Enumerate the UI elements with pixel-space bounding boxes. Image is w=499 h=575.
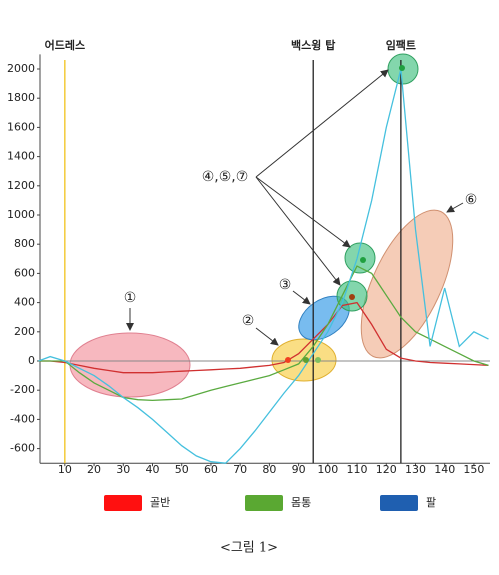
series-line (38, 265, 489, 402)
arrow (255, 176, 351, 248)
marker-label: 백스윙 탑 (291, 38, 335, 52)
callout: ⑥ (465, 192, 478, 208)
legend-label: 골반 (150, 496, 170, 509)
y-tick-label: 200 (14, 325, 35, 338)
x-tick-label: 140 (434, 463, 455, 476)
legend-swatch (104, 495, 142, 511)
y-tick-label: 1400 (7, 150, 35, 163)
x-tick-label: 120 (376, 463, 397, 476)
y-tick-label: 1000 (7, 208, 35, 221)
legend-swatch (245, 495, 283, 511)
arrow (255, 69, 389, 178)
dot (399, 65, 405, 71)
x-tick-label: 130 (405, 463, 426, 476)
x-tick-label: 150 (463, 463, 484, 476)
legend: 골반 몸통 팔 (104, 495, 436, 511)
x-tick-label: 110 (347, 463, 368, 476)
x-tick-label: 90 (292, 463, 306, 476)
callout: ① (124, 290, 137, 306)
y-tick-label: -600 (10, 442, 35, 455)
x-tick-label: 100 (317, 463, 338, 476)
arrow (292, 290, 311, 305)
y-tick-label: 600 (14, 266, 35, 279)
dot (360, 257, 366, 263)
y-tick-label: -400 (10, 412, 35, 425)
peak-dots (285, 65, 405, 363)
y-tick-label: 800 (14, 237, 35, 250)
plot: 2000180016001400120010008006004002000-20… (7, 38, 490, 476)
x-tick-label: 80 (262, 463, 276, 476)
y-tick-label: 400 (14, 296, 35, 309)
dot (315, 357, 321, 363)
dot (349, 294, 355, 300)
legend-label: 팔 (426, 496, 436, 509)
x-tick-label: 60 (204, 463, 218, 476)
x-tick-label: 30 (116, 463, 130, 476)
arrow (255, 176, 341, 286)
callout: ② (242, 313, 255, 329)
x-tick-label: 70 (233, 463, 247, 476)
marker-label: 어드레스 (45, 38, 85, 52)
highlight (69, 332, 191, 398)
callouts: ① ② ③ ④,⑤,⑦ ⑥ (124, 69, 478, 346)
y-tick-label: -200 (10, 383, 35, 396)
x-tick-label: 10 (58, 463, 72, 476)
y-tick-label: 1600 (7, 120, 35, 133)
highlight (360, 209, 454, 359)
highlight (344, 242, 376, 274)
marker-label: 임팩트 (386, 38, 416, 52)
series-line (38, 301, 489, 374)
arrow (255, 327, 279, 346)
arrow (446, 202, 464, 213)
caption: <그림 1> (220, 541, 278, 556)
x-tick-label: 40 (146, 463, 160, 476)
y-tick-label: 1200 (7, 179, 35, 192)
callout: ③ (279, 277, 292, 293)
highlights (69, 53, 454, 398)
legend-swatch (380, 495, 418, 511)
x-tick-label: 50 (175, 463, 189, 476)
legend-label: 몸통 (291, 496, 311, 509)
y-tick-label: 0 (28, 354, 35, 367)
y-tick-label: 1800 (7, 91, 35, 104)
series-line (38, 68, 489, 464)
dot (303, 357, 309, 363)
y-tick-label: 2000 (7, 62, 35, 75)
x-tick-label: 20 (87, 463, 101, 476)
callout: ④,⑤,⑦ (202, 169, 249, 185)
dot (285, 357, 291, 363)
